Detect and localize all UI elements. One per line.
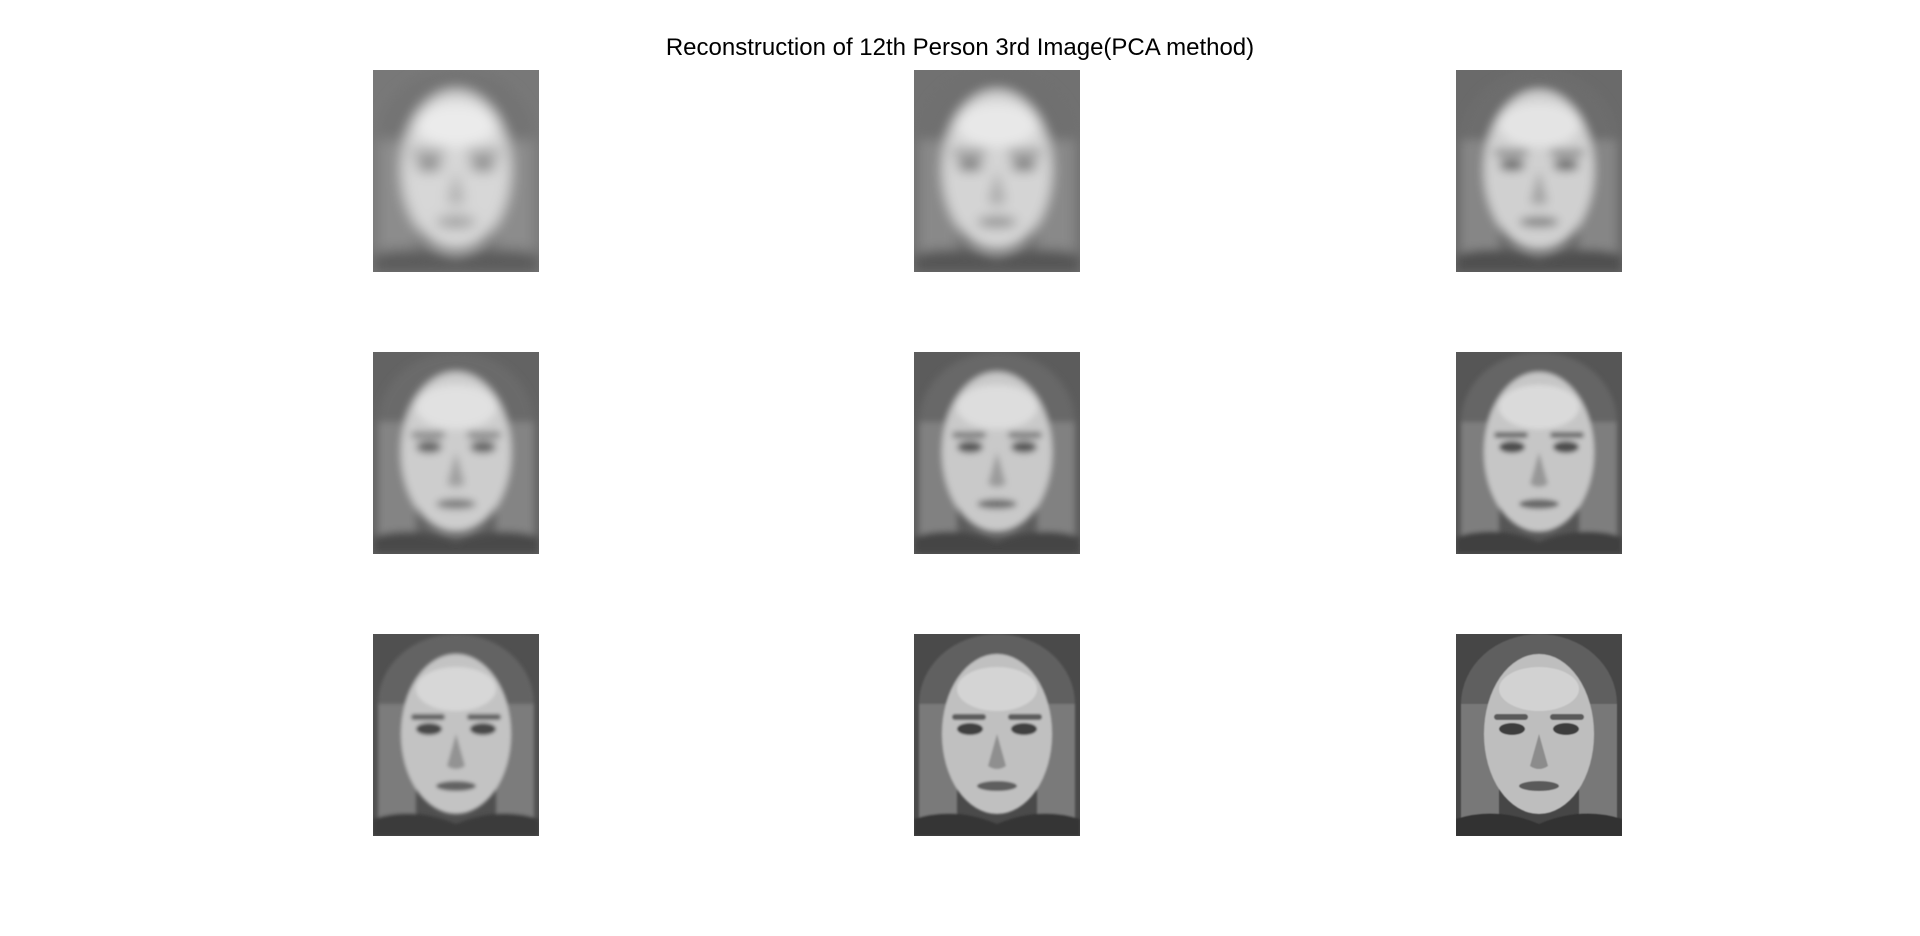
face-image-6	[1456, 352, 1622, 554]
face-image-3	[1456, 70, 1622, 272]
face-image-2	[914, 70, 1080, 272]
reconstruction-4-graphic	[373, 352, 539, 554]
face-image-5	[914, 352, 1080, 554]
reconstruction-1-graphic	[373, 70, 539, 272]
figure-title: Reconstruction of 12th Person 3rd Image(…	[665, 34, 1255, 61]
reconstruction-5-graphic	[914, 352, 1080, 554]
reconstruction-9-graphic	[1456, 634, 1622, 836]
reconstruction-3-graphic	[1456, 70, 1622, 272]
face-image-9	[1456, 634, 1622, 836]
face-image-4	[373, 352, 539, 554]
reconstruction-2-graphic	[914, 70, 1080, 272]
reconstruction-7-graphic	[373, 634, 539, 836]
face-image-7	[373, 634, 539, 836]
face-image-8	[914, 634, 1080, 836]
reconstruction-6-graphic	[1456, 352, 1622, 554]
face-image-1	[373, 70, 539, 272]
reconstruction-8-graphic	[914, 634, 1080, 836]
